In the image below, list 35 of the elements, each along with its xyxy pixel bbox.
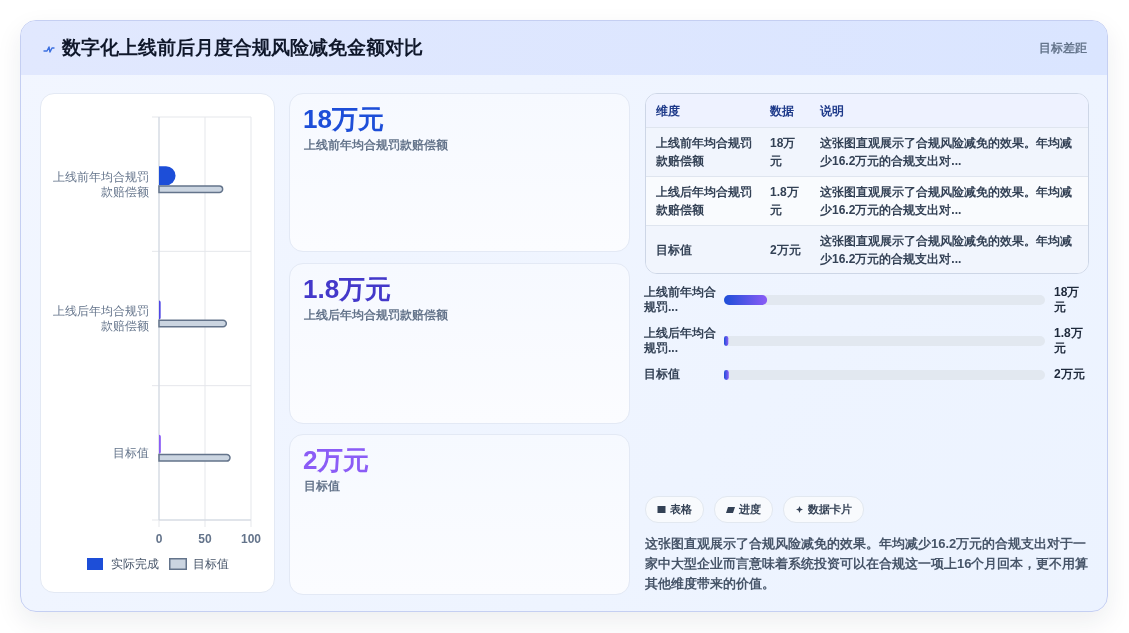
y-tick-label: 上线前年均合规罚... — [644, 285, 717, 315]
text: 1.8万元 — [770, 184, 800, 219]
text: 表格 — [670, 502, 692, 517]
text: 进度 — [739, 502, 761, 517]
text: 目标差距 — [1039, 40, 1087, 56]
text: 数字化上线前后月度合规风险减免金额对比 — [62, 36, 423, 60]
y-tick-label: 上线前年均合规罚款赔偿额 — [53, 169, 149, 199]
text: 数据 — [770, 102, 795, 120]
legend-label: 目标值 — [192, 557, 229, 571]
text: 维度 — [656, 102, 681, 120]
text: 说明 — [820, 102, 845, 120]
text: 这张图直观展示了合规风险减免的效果。年均减少16.2万元的合规支出对... — [820, 233, 1073, 268]
text: 这张图直观展示了合规风险减免的效果。年均减少16.2万元的合规支出对... — [820, 184, 1073, 219]
text: 1.8万元 — [303, 274, 392, 304]
text: 这张图直观展示了合规风险减免的效果。年均减少16.2万元的合规支出对... — [820, 135, 1073, 170]
y-tick-label: 目标值 — [113, 445, 149, 460]
data-label: 2万元 — [1054, 367, 1086, 382]
y-tick-label: 上线后年均合规罚款赔偿额 — [53, 304, 149, 333]
data-label: 1.8万元 — [1054, 326, 1084, 356]
legend-label: 实际完成 — [110, 557, 159, 571]
text: 上线前年均合规罚款赔偿额 — [304, 138, 448, 153]
y-tick-label: 上线后年均合规罚... — [644, 326, 717, 356]
y-tick-label: 目标值 — [644, 367, 681, 382]
text: 18万元 — [303, 104, 384, 134]
text: 这张图直观展示了合规风险减免的效果。年均减少16.2万元的合规支出对于一家中大型企业而言意味着系统投资可以在合规这一项上16个月回本，更不用算其他维度带来的价值。 — [645, 535, 1090, 593]
x-tick-label: 0 — [155, 532, 163, 546]
text: 2万元 — [303, 445, 370, 475]
text: 目标值 — [304, 479, 340, 494]
text: 数据卡片 — [808, 502, 852, 517]
x-tick-label: 100 — [240, 532, 262, 546]
text: 2万元 — [770, 242, 802, 259]
text: 上线后年均合规罚款赔偿额 — [304, 308, 448, 323]
data-label: 18万元 — [1054, 285, 1081, 315]
text: 18万元 — [770, 135, 797, 170]
x-tick-label: 50 — [198, 532, 212, 546]
